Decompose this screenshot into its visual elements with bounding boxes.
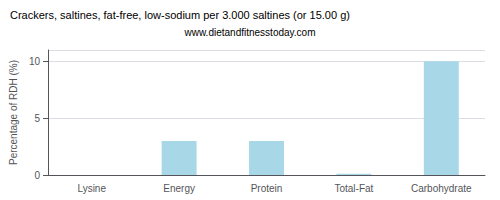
svg-text:Energy: Energy xyxy=(163,183,195,194)
svg-text:10: 10 xyxy=(29,56,41,67)
svg-text:Total-Fat: Total-Fat xyxy=(334,183,373,194)
svg-text:Protein: Protein xyxy=(251,183,283,194)
svg-text:5: 5 xyxy=(34,113,40,124)
svg-text:Lysine: Lysine xyxy=(77,183,106,194)
svg-text:0: 0 xyxy=(34,170,40,181)
svg-text:www.dietandfitnesstoday.com: www.dietandfitnesstoday.com xyxy=(184,27,316,38)
svg-text:Carbohydrate: Carbohydrate xyxy=(411,183,472,194)
svg-text:Crackers, saltines, fat-free,: Crackers, saltines, fat-free, low-sodium… xyxy=(10,9,350,21)
svg-text:Percentage of RDH (%): Percentage of RDH (%) xyxy=(8,60,19,165)
